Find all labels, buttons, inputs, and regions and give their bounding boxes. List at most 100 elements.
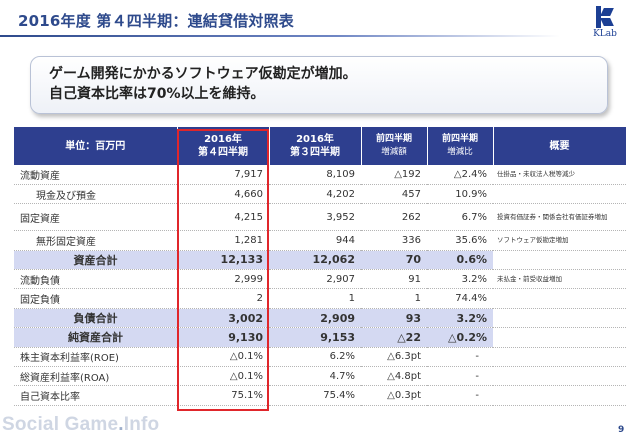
balance-sheet-table: 単位：百万円 2016年 第４四半期 2016年 第３四半期 前四半期 増減額 前四半… <box>14 127 627 406</box>
cell-ratio: 35.6% <box>427 230 493 251</box>
cell-note <box>493 347 626 368</box>
cell-q3: 75.4% <box>269 385 361 406</box>
cell-diff: △22 <box>361 327 427 348</box>
row-label: 総資産利益率(ROA) <box>14 366 177 387</box>
row-label: 資産合計 <box>14 250 177 271</box>
cell-q3: 4.7% <box>269 366 361 387</box>
cell-diff: 262 <box>361 203 427 232</box>
header-summary: 概要 <box>493 127 627 165</box>
cell-ratio: 3.2% <box>427 308 493 329</box>
header-unit: 単位：百万円 <box>14 127 178 165</box>
watermark-main: Social Game <box>2 414 119 435</box>
row-label: 流動資産 <box>14 165 177 185</box>
row-label: 株主資本利益率(ROE) <box>14 347 177 368</box>
cell-ratio: 74.4% <box>427 288 493 309</box>
cell-ratio: △2.4% <box>427 165 493 185</box>
callout-line-1: ゲーム開発にかかるソフトウェア仮勘定が増加。 <box>49 66 357 82</box>
cell-note <box>493 250 626 271</box>
cell-note: ソフトウェア仮勘定増加 <box>493 230 626 251</box>
cell-diff: 1 <box>361 288 427 309</box>
table-row: 総資産利益率(ROA) △0.1% 4.7% △4.8pt - <box>14 366 626 387</box>
klab-logo: KLab <box>583 6 627 42</box>
cell-note <box>493 184 626 205</box>
cell-ratio: 6.7% <box>427 203 493 232</box>
slide-title: 2016年度 第４四半期：連結貸借対照表 <box>18 12 294 30</box>
watermark-logo: Social Game.Info <box>2 414 159 436</box>
cell-diff: △4.8pt <box>361 366 427 387</box>
cell-diff: 91 <box>361 269 427 290</box>
cell-q3: 8,109 <box>269 165 361 185</box>
cell-note: 未払金・前受収益増加 <box>493 269 626 290</box>
row-label: 固定資産 <box>14 203 177 232</box>
cell-q3: 6.2% <box>269 347 361 368</box>
cell-diff: 93 <box>361 308 427 329</box>
cell-ratio: - <box>427 385 493 406</box>
row-label: 負債合計 <box>14 308 177 329</box>
cell-ratio: 10.9% <box>427 184 493 205</box>
cell-ratio: 0.6% <box>427 250 493 271</box>
cell-diff: 336 <box>361 230 427 251</box>
cell-q4: △0.1% <box>177 347 269 368</box>
cell-q4: 75.1% <box>177 385 269 406</box>
cell-q4: 4,660 <box>177 184 269 205</box>
cell-diff: 70 <box>361 250 427 271</box>
header-q3: 2016年 第３四半期 <box>269 127 362 165</box>
cell-note <box>493 288 626 309</box>
cell-q3: 2,907 <box>269 269 361 290</box>
cell-q4: 7,917 <box>177 165 269 185</box>
table-row: 現金及び預金 4,660 4,202 457 10.9% <box>14 184 626 205</box>
table-row: 無形固定資産 1,281 944 336 35.6% ソフトウェア仮勘定増加 <box>14 230 626 251</box>
table-row-total: 純資産合計 9,130 9,153 △22 △0.2% <box>14 327 626 348</box>
cell-diff: 457 <box>361 184 427 205</box>
title-underline <box>0 35 560 37</box>
row-label: 固定負債 <box>14 288 177 309</box>
cell-q3: 944 <box>269 230 361 251</box>
cell-ratio: - <box>427 366 493 387</box>
table-row: 自己資本比率 75.1% 75.4% △0.3pt - <box>14 385 626 406</box>
cell-q4: 1,281 <box>177 230 269 251</box>
summary-callout: ゲーム開発にかかるソフトウェア仮勘定が増加。 自己資本比率は70%以上を維持。 <box>30 56 608 114</box>
cell-note <box>493 327 626 348</box>
cell-note <box>493 366 626 387</box>
row-label: 流動負債 <box>14 269 177 290</box>
logo-text: KLab <box>593 29 617 39</box>
cell-q4: 2 <box>177 288 269 309</box>
table-row: 流動負債 2,999 2,907 91 3.2% 未払金・前受収益増加 <box>14 269 626 290</box>
callout-line-2: 自己資本比率は70%以上を維持。 <box>49 86 265 102</box>
table-header-row: 単位：百万円 2016年 第４四半期 2016年 第３四半期 前四半期 増減額 前四半… <box>14 127 627 165</box>
header-q4: 2016年 第４四半期 <box>177 127 270 165</box>
watermark-dot: . <box>118 414 124 435</box>
row-label: 無形固定資産 <box>14 230 177 251</box>
row-label: 現金及び預金 <box>14 184 177 205</box>
table-row: 固定負債 2 1 1 74.4% <box>14 288 626 309</box>
cell-diff: △0.3pt <box>361 385 427 406</box>
table-row-total: 資産合計 12,133 12,062 70 0.6% <box>14 250 626 271</box>
table-row-total: 負債合計 3,002 2,909 93 3.2% <box>14 308 626 329</box>
cell-q4: △0.1% <box>177 366 269 387</box>
row-label: 純資産合計 <box>14 327 177 348</box>
table-row: 株主資本利益率(ROE) △0.1% 6.2% △6.3pt - <box>14 347 626 368</box>
cell-ratio: 3.2% <box>427 269 493 290</box>
page-number: 9 <box>618 425 625 435</box>
cell-q4: 9,130 <box>177 327 269 348</box>
cell-q4: 12,133 <box>177 250 269 271</box>
cell-note <box>493 308 626 329</box>
watermark-tail: Info <box>123 414 160 435</box>
cell-q4: 4,215 <box>177 203 269 232</box>
cell-note: 仕掛品・未収法人税等減少 <box>493 165 626 185</box>
klab-logo-icon <box>594 6 616 28</box>
header-diff: 前四半期 増減額 <box>361 127 428 165</box>
cell-ratio: △0.2% <box>427 327 493 348</box>
cell-note <box>493 385 626 406</box>
row-label: 自己資本比率 <box>14 385 177 406</box>
cell-q3: 2,909 <box>269 308 361 329</box>
cell-q3: 1 <box>269 288 361 309</box>
cell-q3: 3,952 <box>269 203 361 232</box>
cell-q3: 12,062 <box>269 250 361 271</box>
cell-q4: 3,002 <box>177 308 269 329</box>
header-ratio: 前四半期 増減比 <box>427 127 494 165</box>
cell-diff: △192 <box>361 165 427 185</box>
cell-q3: 9,153 <box>269 327 361 348</box>
table-row: 固定資産 4,215 3,952 262 6.7% 投資有価証券・関係会社有価証… <box>14 203 626 232</box>
table-row: 流動資産 7,917 8,109 △192 △2.4% 仕掛品・未収法人税等減少 <box>14 165 626 185</box>
